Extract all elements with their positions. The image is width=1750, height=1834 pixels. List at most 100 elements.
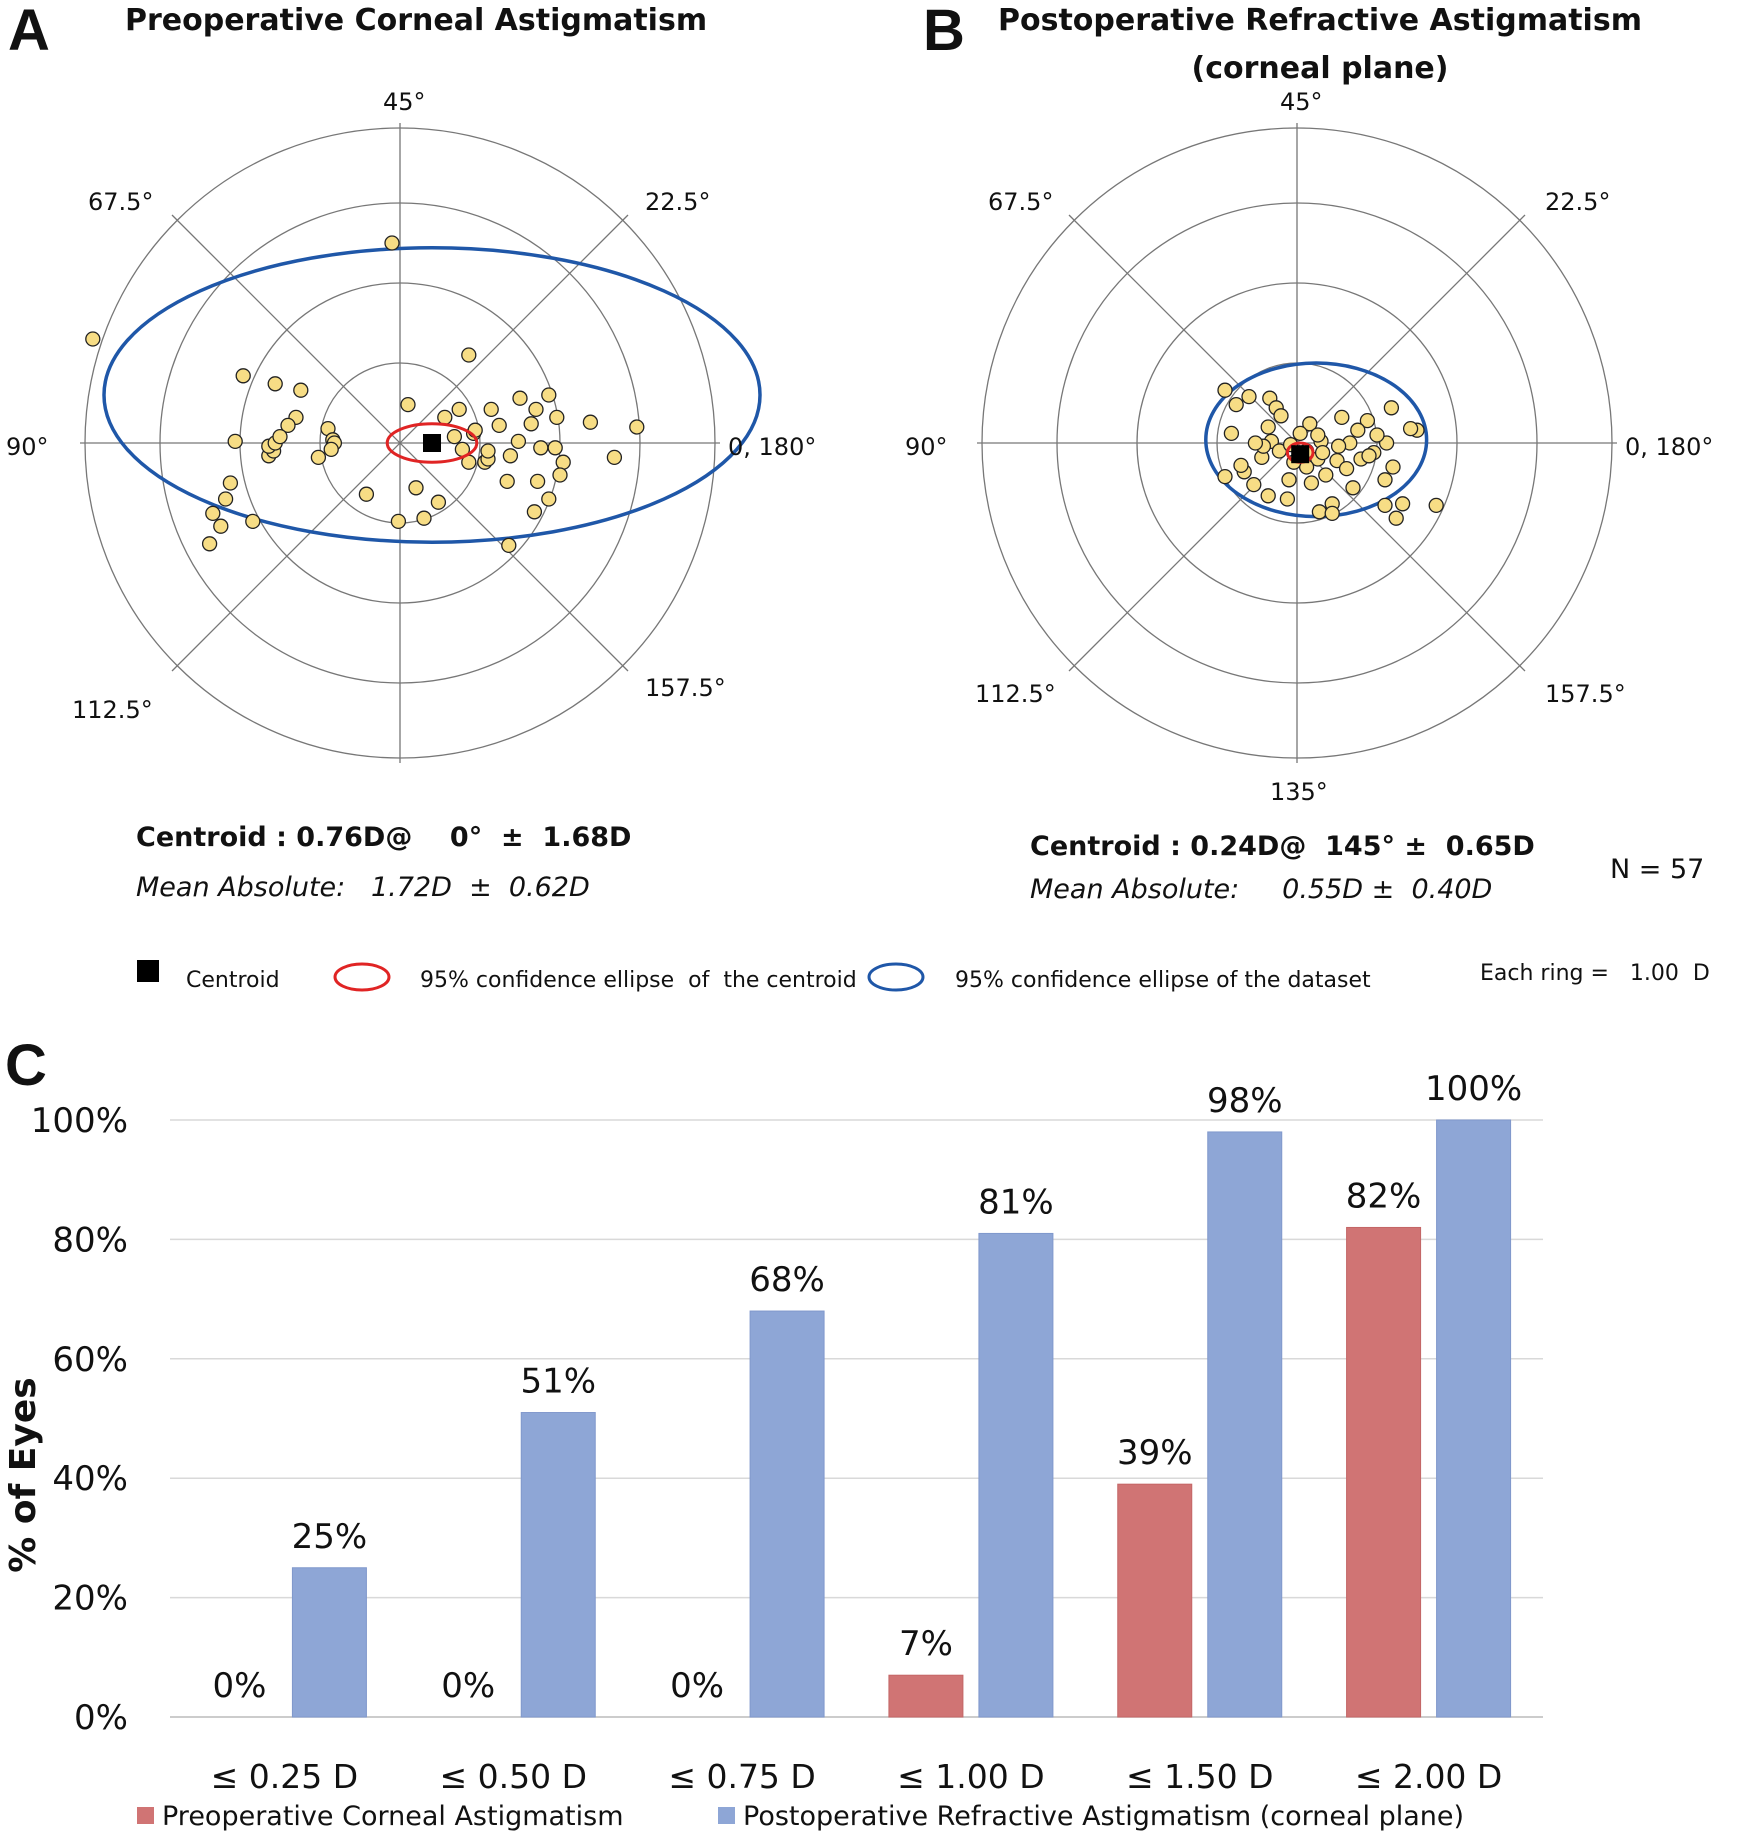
data-point bbox=[480, 443, 496, 459]
angle-label-157-5: 157.5° bbox=[1545, 680, 1626, 708]
data-point bbox=[582, 414, 599, 430]
bar-chart-gridlines bbox=[170, 1119, 1543, 1718]
panel-b-letter: B bbox=[923, 0, 965, 63]
bar-postoperative bbox=[978, 1232, 1054, 1718]
bar-data-label: 7% bbox=[899, 1624, 953, 1664]
data-point bbox=[310, 449, 327, 466]
legend-centroid-swatch bbox=[137, 960, 159, 982]
data-point bbox=[408, 480, 424, 496]
y-tick-label: 80% bbox=[52, 1220, 128, 1260]
bar-postoperative bbox=[520, 1412, 596, 1718]
data-point bbox=[1377, 497, 1393, 514]
legend-dataset-ellipse-swatch bbox=[867, 962, 925, 992]
data-point bbox=[1314, 444, 1331, 461]
data-point bbox=[1246, 476, 1262, 493]
panel-c-letter: C bbox=[5, 1033, 47, 1098]
x-category-label: ≤ 2.00 D bbox=[1355, 1757, 1503, 1796]
data-point bbox=[552, 467, 568, 483]
data-point bbox=[467, 422, 483, 438]
data-point bbox=[541, 387, 557, 403]
data-point bbox=[491, 417, 507, 434]
data-point bbox=[1302, 416, 1318, 432]
legend-centroid-ellipse-label: 95% confidence ellipse of the centroid bbox=[420, 968, 857, 993]
data-point bbox=[1217, 382, 1233, 398]
panel-a-letter: A bbox=[8, 0, 50, 63]
bar-data-label: 51% bbox=[520, 1362, 596, 1402]
data-point bbox=[1345, 480, 1361, 496]
data-point bbox=[1260, 419, 1276, 435]
panel-a: A Preoperative Corneal Astigmatism 45° 6… bbox=[6, 0, 816, 903]
data-point bbox=[384, 235, 400, 251]
bar-postoperative bbox=[291, 1567, 367, 1718]
data-point bbox=[390, 513, 407, 530]
data-point bbox=[461, 347, 477, 363]
data-point bbox=[1260, 488, 1276, 504]
data-point bbox=[323, 441, 339, 458]
polar-plot-a bbox=[80, 123, 762, 763]
data-point bbox=[1388, 510, 1404, 526]
angle-label-45: 45° bbox=[1280, 88, 1323, 116]
axis-diagonal-2 bbox=[171, 214, 629, 672]
bar-data-label: 0% bbox=[670, 1666, 724, 1706]
polar-plot-b bbox=[977, 123, 1617, 763]
angle-label-0-180: 0, 180° bbox=[728, 433, 816, 461]
data-point bbox=[437, 409, 453, 426]
data-point bbox=[205, 505, 221, 522]
ring-scale-note: Each ring = 1.00 D bbox=[1480, 961, 1710, 986]
data-point bbox=[1318, 467, 1334, 483]
legend-dataset-ellipse-label: 95% confidence ellipse of the dataset bbox=[955, 968, 1371, 993]
bar-chart-data-labels: 0% 25% 0% 51% 0% 68% 7% 81% 39% 98% 82% 100% bbox=[212, 1069, 1522, 1706]
data-point bbox=[1402, 420, 1419, 437]
y-axis-title: % of Eyes bbox=[3, 1377, 44, 1572]
data-point bbox=[1281, 472, 1297, 488]
y-tick-label: 60% bbox=[52, 1340, 128, 1380]
data-point bbox=[1377, 472, 1393, 488]
data-point bbox=[1330, 438, 1347, 454]
data-point bbox=[555, 454, 571, 470]
x-category-label: ≤ 0.75 D bbox=[668, 1757, 816, 1796]
data-point bbox=[235, 368, 251, 384]
angle-label-112-5: 112.5° bbox=[975, 680, 1056, 708]
data-point bbox=[1241, 388, 1257, 405]
data-point bbox=[1292, 425, 1308, 442]
data-point bbox=[529, 473, 546, 490]
data-point bbox=[1383, 400, 1400, 416]
legend-centroid-ellipse-swatch bbox=[333, 962, 391, 992]
data-point bbox=[227, 433, 243, 450]
bar-chart-bars bbox=[291, 1119, 1512, 1718]
data-point bbox=[1310, 427, 1326, 443]
bar-data-label: 100% bbox=[1425, 1069, 1522, 1109]
data-point bbox=[502, 448, 519, 464]
angle-label-22-5: 22.5° bbox=[1545, 188, 1610, 216]
data-point bbox=[523, 416, 539, 432]
bar-postoperative bbox=[749, 1310, 825, 1718]
data-point bbox=[1217, 468, 1233, 485]
legend-postoperative-swatch bbox=[718, 1807, 735, 1824]
x-category-label: ≤ 1.00 D bbox=[897, 1757, 1045, 1796]
data-point bbox=[1233, 457, 1249, 474]
data-point bbox=[1223, 425, 1240, 442]
data-point bbox=[1350, 422, 1366, 438]
data-point bbox=[293, 382, 309, 398]
data-point bbox=[1303, 475, 1320, 491]
panel-b-mean-absolute-text: Mean Absolute: 0.55D ± 0.40D bbox=[1030, 874, 1492, 905]
data-point bbox=[1311, 504, 1328, 520]
data-point bbox=[85, 331, 101, 347]
data-point bbox=[358, 486, 375, 502]
data-point bbox=[528, 401, 544, 418]
data-point bbox=[400, 396, 416, 413]
data-point bbox=[483, 401, 499, 418]
data-point bbox=[1394, 496, 1411, 512]
bar-preoperative bbox=[888, 1674, 964, 1718]
y-tick-label: 20% bbox=[52, 1579, 128, 1619]
panel-b-title-line1: Postoperative Refractive Astigmatism bbox=[998, 3, 1642, 38]
bar-chart-y-ticks: 0% 20% 40% 60% 80% 100% bbox=[31, 1101, 128, 1738]
bar-data-label: 0% bbox=[441, 1666, 495, 1706]
data-point bbox=[416, 510, 432, 526]
data-point bbox=[549, 409, 565, 426]
angle-label-157-5: 157.5° bbox=[645, 674, 726, 702]
data-point bbox=[547, 440, 563, 456]
legend-preoperative-swatch bbox=[137, 1807, 154, 1824]
bar-data-label: 68% bbox=[749, 1260, 825, 1300]
